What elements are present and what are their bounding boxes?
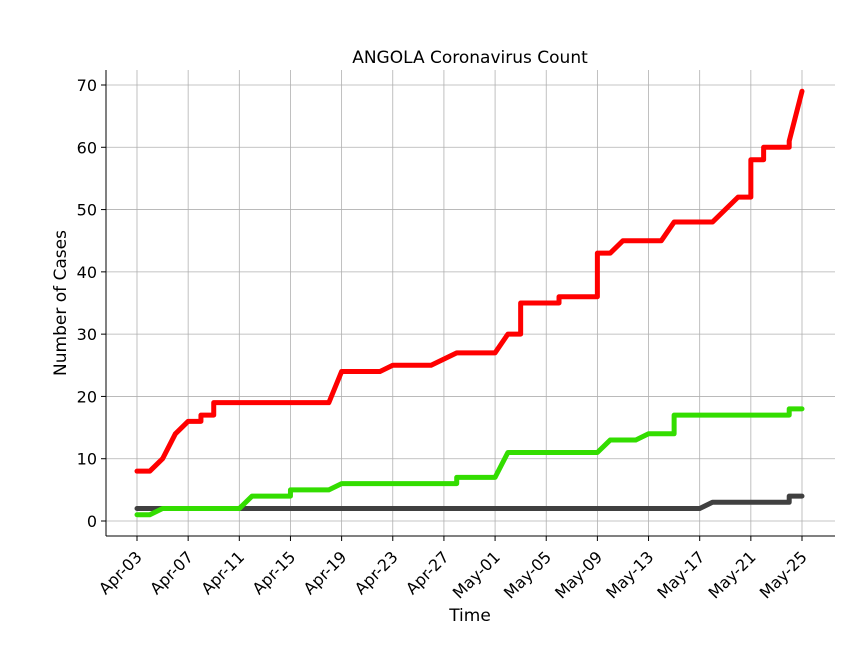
grid: [106, 70, 835, 536]
x-tick-label: Apr-03: [95, 547, 146, 598]
x-tick-label: Apr-19: [300, 547, 351, 598]
x-tick-label: Apr-07: [146, 547, 197, 598]
y-tick-label: 10: [77, 450, 97, 469]
y-tick-label: 40: [77, 263, 97, 282]
x-tick-label: Apr-23: [351, 547, 402, 598]
x-tick-label: Apr-11: [197, 547, 248, 598]
x-tick-label: May-13: [602, 547, 657, 602]
x-tick-label: May-25: [756, 547, 811, 602]
y-ticks: 0 10 20 30 40 50 60 70: [77, 76, 106, 531]
x-tick-label: May-21: [705, 547, 760, 602]
y-tick-label: 70: [77, 76, 97, 95]
series-line-0: [134, 88, 805, 474]
x-ticks: Apr-03 Apr-07 Apr-11 Apr-15 Apr-19 Apr-23 Apr-…: [95, 536, 811, 603]
series-line-2: [134, 493, 805, 512]
x-axis-label: Time: [448, 606, 491, 626]
series-layer: [134, 88, 805, 518]
x-tick-label: May-09: [551, 547, 606, 602]
series-line-1: [134, 406, 805, 518]
y-tick-label: 50: [77, 201, 97, 220]
x-tick-label: May-05: [500, 547, 555, 602]
y-tick-label: 60: [77, 138, 97, 157]
y-tick-label: 20: [77, 387, 97, 406]
chart-title: ANGOLA Coronavirus Count: [352, 48, 588, 68]
axes: [105, 70, 835, 537]
x-tick-label: May-01: [449, 547, 504, 602]
y-axis-label: Number of Cases: [51, 230, 71, 376]
y-tick-label: 0: [87, 512, 97, 531]
x-tick-label: Apr-27: [402, 547, 453, 598]
y-tick-label: 30: [77, 325, 97, 344]
x-tick-label: Apr-15: [249, 547, 300, 598]
x-tick-label: May-17: [653, 547, 708, 602]
